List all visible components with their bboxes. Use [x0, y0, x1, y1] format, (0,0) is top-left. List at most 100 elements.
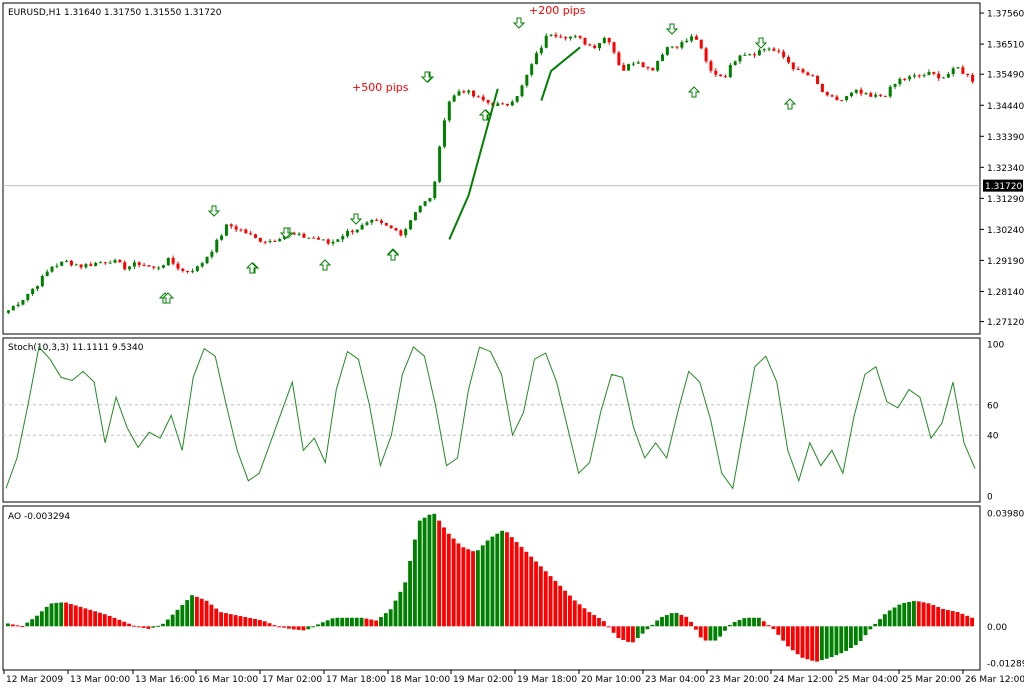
candle-body — [195, 266, 199, 272]
candle-body — [728, 64, 732, 78]
sell-arrow-icon — [754, 37, 768, 49]
ao-bar — [364, 618, 369, 627]
candle-body — [302, 233, 306, 238]
candle-body — [297, 233, 301, 235]
candle-body — [438, 146, 442, 182]
candle-body — [486, 100, 490, 103]
candle-body — [879, 94, 883, 96]
ao-bar — [776, 626, 781, 635]
candle-body — [45, 271, 49, 277]
candle-body — [161, 265, 165, 268]
ao-bar — [907, 601, 912, 627]
candle-body — [588, 44, 592, 46]
ao-bar — [548, 576, 553, 627]
candle-body — [801, 69, 805, 73]
price-y-tick-label: 1.36510 — [987, 41, 1024, 51]
ao-bar — [379, 617, 383, 627]
ao-y-tick-label: 0.00 — [987, 623, 1007, 633]
ao-bar — [446, 533, 451, 627]
ao-bar — [170, 614, 175, 627]
candle-body — [733, 61, 737, 65]
x-tick-label: 13 Mar 16:00 — [135, 675, 195, 685]
ao-bar — [49, 603, 54, 627]
ao-bar — [878, 619, 882, 627]
candle-body — [273, 241, 277, 243]
ao-bar — [175, 609, 180, 627]
ao-bar — [388, 609, 393, 627]
candle-body — [84, 264, 88, 268]
candle-body — [912, 75, 916, 77]
price-y-tick-label: 1.33390 — [987, 133, 1024, 143]
candle-body — [457, 91, 461, 96]
ao-bar — [558, 585, 563, 627]
candle-body — [951, 68, 955, 75]
ao-bar — [660, 617, 664, 627]
candle-body — [258, 237, 262, 242]
ao-bar — [737, 620, 742, 627]
ao-bar — [543, 571, 548, 627]
candle-body — [399, 230, 403, 236]
ao-bar — [471, 551, 475, 627]
candle-body — [6, 310, 10, 313]
ao-bar — [54, 602, 59, 627]
candle-body — [74, 264, 78, 266]
ao-bar — [945, 610, 950, 627]
candle-body — [617, 52, 621, 65]
candle-body — [263, 241, 267, 243]
candle-body — [186, 270, 190, 272]
ao-bar — [262, 621, 267, 627]
candle-body — [525, 74, 529, 86]
stoch-y-tick-label: 100 — [987, 341, 1004, 351]
ao-bar — [287, 626, 291, 629]
ao-bar — [572, 600, 577, 627]
candle-body — [249, 233, 253, 235]
ao-bar — [107, 615, 112, 627]
candle-body — [278, 239, 282, 242]
candle-body — [946, 74, 950, 78]
candle-body — [956, 67, 960, 69]
candle-body — [166, 258, 170, 266]
ao-bar — [718, 626, 723, 637]
ao-bar — [955, 611, 960, 627]
ao-bar — [674, 612, 679, 627]
candle-body — [937, 73, 941, 79]
candle-body — [452, 95, 456, 102]
candle-body — [709, 61, 713, 71]
ao-bar — [708, 626, 713, 641]
ao-bar — [345, 617, 349, 627]
candle-body — [898, 78, 902, 85]
candle-body — [622, 64, 626, 71]
candle-body — [55, 265, 59, 267]
candle-body — [505, 103, 509, 106]
ao-bar — [858, 626, 863, 641]
x-tick-label: 17 Mar 02:00 — [262, 675, 322, 685]
candle-body — [772, 48, 776, 51]
ao-bar — [243, 617, 248, 627]
candle-body — [510, 101, 514, 106]
ao-bar — [514, 542, 519, 627]
ao-bar — [936, 606, 941, 627]
price-y-tick-label: 1.30240 — [987, 226, 1024, 236]
candle-body — [481, 96, 485, 101]
candle-body — [355, 229, 359, 233]
candle-body — [796, 68, 800, 70]
candle-body — [365, 222, 369, 225]
price-y-tick-label: 1.34440 — [987, 102, 1024, 112]
price-y-tick-label: 1.27120 — [987, 318, 1024, 328]
stoch-line — [5, 345, 976, 490]
ao-bar — [214, 608, 219, 627]
ao-bar — [568, 595, 572, 627]
candle-body — [791, 62, 795, 69]
ao-bar — [640, 626, 645, 634]
ao-bar — [393, 600, 398, 627]
buy-arrow-icon — [478, 109, 492, 121]
candle-body — [762, 49, 766, 51]
ao-bar — [849, 626, 853, 649]
candle-body — [268, 241, 272, 243]
candle-body — [694, 36, 698, 40]
ao-bar — [611, 626, 616, 633]
candle-body — [346, 230, 350, 237]
candle-body — [549, 34, 553, 36]
ao-bar — [524, 551, 529, 627]
candle-body — [108, 262, 112, 264]
